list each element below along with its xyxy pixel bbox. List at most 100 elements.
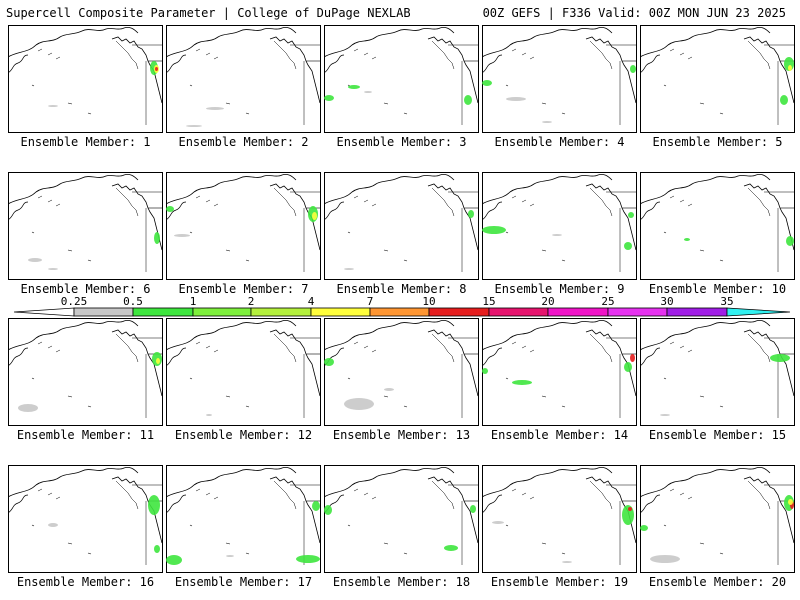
ensemble-member-label: Ensemble Member: 4 [494, 135, 625, 149]
ensemble-member-panel: Ensemble Member: 6 [8, 172, 163, 296]
ensemble-member-map [166, 172, 321, 280]
ensemble-member-panel: Ensemble Member: 3 [324, 25, 479, 149]
scp-shading [512, 380, 532, 385]
scp-shading [384, 388, 394, 391]
scp-shading [552, 234, 562, 236]
ensemble-member-panel: Ensemble Member: 11 [8, 318, 163, 442]
scp-shading [628, 507, 632, 511]
scp-shading [312, 212, 317, 220]
ensemble-member-map [8, 25, 163, 133]
colorbar-tick-label: 4 [307, 295, 315, 308]
ensemble-member-label: Ensemble Member: 12 [174, 428, 313, 442]
scp-shading [788, 65, 792, 71]
scp-shading [482, 226, 506, 234]
ensemble-member-panel: Ensemble Member: 16 [8, 465, 163, 589]
scp-shading [650, 555, 680, 563]
ensemble-member-label: Ensemble Member: 11 [16, 428, 155, 442]
ensemble-member-label: Ensemble Member: 14 [490, 428, 629, 442]
scp-shading [468, 210, 474, 218]
scp-shading [348, 85, 360, 89]
ensemble-member-panel: Ensemble Member: 18 [324, 465, 479, 589]
scp-shading [324, 95, 334, 101]
scp-shading [324, 505, 332, 515]
colorbar-tick-label: 10 [422, 295, 436, 308]
ensemble-member-panel: Ensemble Member: 12 [166, 318, 321, 442]
ensemble-member-label: Ensemble Member: 1 [20, 135, 151, 149]
ensemble-member-panel: Ensemble Member: 19 [482, 465, 637, 589]
scp-shading [18, 404, 38, 412]
scp-shading [640, 525, 648, 531]
scp-shading [624, 242, 632, 250]
scp-shading [48, 105, 58, 107]
scp-shading [166, 206, 174, 212]
ensemble-member-panel: Ensemble Member: 1 [8, 25, 163, 149]
scp-shading [344, 398, 374, 410]
ensemble-member-map [8, 318, 163, 426]
ensemble-member-label: Ensemble Member: 20 [648, 575, 787, 589]
colorbar-segment [250, 307, 312, 317]
scp-shading [154, 545, 160, 553]
colorbar-tick-label: 25 [601, 295, 615, 308]
ensemble-member-label: Ensemble Member: 18 [332, 575, 471, 589]
scp-shading [444, 545, 458, 551]
scp-shading [542, 121, 552, 123]
model-run-valid-time: 00Z GEFS | F336 Valid: 00Z MON JUN 23 20… [482, 6, 786, 20]
ensemble-member-map [640, 465, 795, 573]
ensemble-member-panel: Ensemble Member: 15 [640, 318, 795, 442]
ensemble-member-label: Ensemble Member: 3 [336, 135, 467, 149]
ensemble-member-panel: Ensemble Member: 10 [640, 172, 795, 296]
ensemble-member-map [482, 172, 637, 280]
ensemble-member-label: Ensemble Member: 19 [490, 575, 629, 589]
scp-shading [206, 414, 212, 416]
ensemble-member-label: Ensemble Member: 13 [332, 428, 471, 442]
colorbar-segment [726, 307, 791, 317]
scp-shading [154, 232, 160, 244]
scp-shading [482, 80, 492, 86]
map-title: Supercell Composite Parameter | College … [6, 6, 411, 20]
colorbar-segment [13, 307, 75, 317]
ensemble-member-map [8, 465, 163, 573]
colorbar-segment [310, 307, 371, 317]
scp-shading [174, 234, 190, 237]
colorbar-tick-label: 30 [660, 295, 674, 308]
ensemble-member-panel: Ensemble Member: 7 [166, 172, 321, 296]
ensemble-member-panel: Ensemble Member: 2 [166, 25, 321, 149]
ensemble-member-map [640, 172, 795, 280]
ensemble-member-map [640, 318, 795, 426]
ensemble-member-label: Ensemble Member: 6 [20, 282, 151, 296]
scp-shading [770, 354, 790, 362]
scp-shading [48, 268, 58, 270]
ensemble-member-map [8, 172, 163, 280]
scp-shading [630, 65, 636, 73]
colorbar-segment [132, 307, 194, 317]
colorbar-tick-label: 15 [482, 295, 496, 308]
ensemble-member-label: Ensemble Member: 8 [336, 282, 467, 296]
scp-shading [296, 555, 320, 563]
scp-shading [506, 97, 526, 101]
colorbar-segment [428, 307, 490, 317]
scp-shading [780, 95, 788, 105]
ensemble-member-map [166, 25, 321, 133]
colorbar-tick-label: 7 [366, 295, 374, 308]
colorbar-tick-label: 0.5 [123, 295, 143, 308]
ensemble-member-panel: Ensemble Member: 20 [640, 465, 795, 589]
ensemble-member-label: Ensemble Member: 7 [178, 282, 309, 296]
ensemble-member-panel: Ensemble Member: 14 [482, 318, 637, 442]
ensemble-member-map [640, 25, 795, 133]
ensemble-member-map [482, 318, 637, 426]
ensemble-member-label: Ensemble Member: 5 [652, 135, 783, 149]
ensemble-member-label: Ensemble Member: 15 [648, 428, 787, 442]
ensemble-member-label: Ensemble Member: 17 [174, 575, 313, 589]
ensemble-member-panel: Ensemble Member: 8 [324, 172, 479, 296]
scp-shading [630, 354, 635, 362]
colorbar-tick-label: 0.25 [60, 295, 88, 308]
colorbar-tick-label: 1 [189, 295, 197, 308]
scp-shading [660, 414, 670, 416]
scp-shading [562, 561, 572, 563]
ensemble-member-panel: Ensemble Member: 17 [166, 465, 321, 589]
colorbar-segment [547, 307, 609, 317]
ensemble-member-panel: Ensemble Member: 9 [482, 172, 637, 296]
colorbar-tick-label: 35 [720, 295, 734, 308]
ensemble-member-panel: Ensemble Member: 5 [640, 25, 795, 149]
scp-shading [364, 91, 372, 93]
